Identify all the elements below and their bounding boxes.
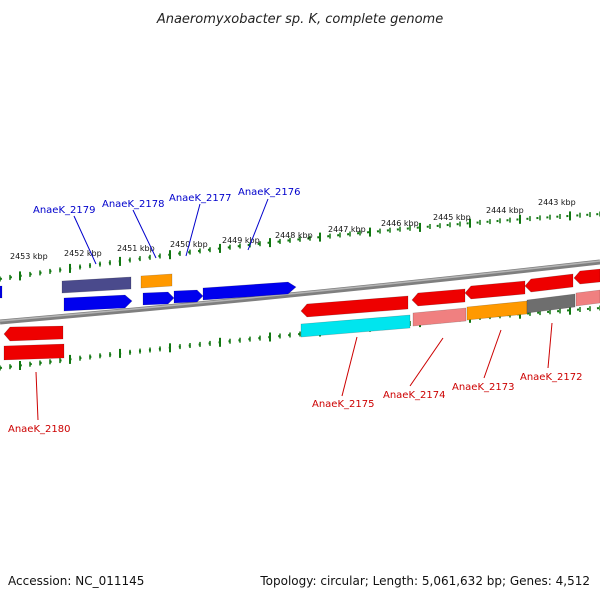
- gene-2179-box[interactable]: [61, 276, 132, 294]
- genome-backbone-highlight: [0, 260, 600, 322]
- lower-gene-labels: AnaeK_2180 AnaeK_2175 AnaeK_2174 AnaeK_2…: [8, 372, 582, 435]
- gene-2180-box[interactable]: [3, 343, 65, 361]
- gene-2172-box[interactable]: [526, 293, 576, 314]
- gene-2177-arrow[interactable]: [173, 289, 204, 304]
- tick-label-2453: 2453 kbp: [10, 252, 48, 261]
- gene-partial-left-blue[interactable]: [0, 285, 3, 299]
- upper-gene-labels: AnaeK_2179 AnaeK_2178 AnaeK_2177 AnaeK_2…: [33, 187, 300, 216]
- gene-2171-box[interactable]: [575, 289, 600, 307]
- tick-label-2449: 2449 kbp: [222, 236, 260, 245]
- gene-2176-arrow[interactable]: [202, 281, 297, 301]
- gene-label-2176[interactable]: AnaeK_2176: [238, 187, 300, 198]
- gene-2173-box[interactable]: [466, 300, 528, 321]
- tick-label-2443: 2443 kbp: [538, 198, 576, 207]
- upper-scale-ticks: [0, 211, 600, 282]
- gene-label-2179[interactable]: AnaeK_2179: [33, 205, 95, 216]
- gene-2175-box[interactable]: [300, 314, 411, 338]
- gene-2179-arrow[interactable]: [63, 294, 133, 312]
- gene-label-2173[interactable]: AnaeK_2173: [452, 382, 514, 393]
- gene-2174-arrow[interactable]: [411, 288, 466, 307]
- genome-stats-text: Topology: circular; Length: 5,061,632 bp…: [260, 574, 590, 588]
- gene-2178-arrow[interactable]: [142, 291, 175, 306]
- gene-label-2177[interactable]: AnaeK_2177: [169, 193, 231, 204]
- gene-label-2178[interactable]: AnaeK_2178: [102, 199, 164, 210]
- tick-label-2445: 2445 kbp: [433, 213, 471, 222]
- tick-label-2448: 2448 kbp: [275, 231, 313, 240]
- gene-2174-box[interactable]: [412, 307, 467, 327]
- gene-2180-arrow[interactable]: [3, 325, 64, 342]
- tick-label-2452: 2452 kbp: [64, 249, 102, 258]
- tick-label-2447: 2447 kbp: [328, 225, 366, 234]
- gene-2173-arrow[interactable]: [464, 280, 526, 300]
- gene-features: [0, 268, 600, 361]
- tick-label-2444: 2444 kbp: [486, 206, 524, 215]
- upper-scale-arc: [0, 213, 600, 280]
- gene-2171-arrow[interactable]: [573, 268, 600, 285]
- gene-label-2174[interactable]: AnaeK_2174: [383, 390, 445, 401]
- tick-label-2446: 2446 kbp: [381, 219, 419, 228]
- tick-label-2451: 2451 kbp: [117, 244, 155, 253]
- gene-2178-box[interactable]: [140, 273, 173, 289]
- genome-backbone: [0, 259, 600, 325]
- map-title: Anaeromyxobacter sp. K, complete genome: [156, 12, 443, 27]
- gene-label-2175[interactable]: AnaeK_2175: [312, 399, 374, 410]
- lower-label-leaders: [35, 322, 553, 421]
- gene-2175-arrow[interactable]: [300, 295, 409, 318]
- gene-2172-arrow[interactable]: [524, 273, 574, 293]
- upper-label-leaders: [73, 198, 269, 265]
- gene-label-2180[interactable]: AnaeK_2180: [8, 424, 70, 435]
- gene-label-2172[interactable]: AnaeK_2172: [520, 372, 582, 383]
- accession-text: Accession: NC_011145: [8, 574, 145, 588]
